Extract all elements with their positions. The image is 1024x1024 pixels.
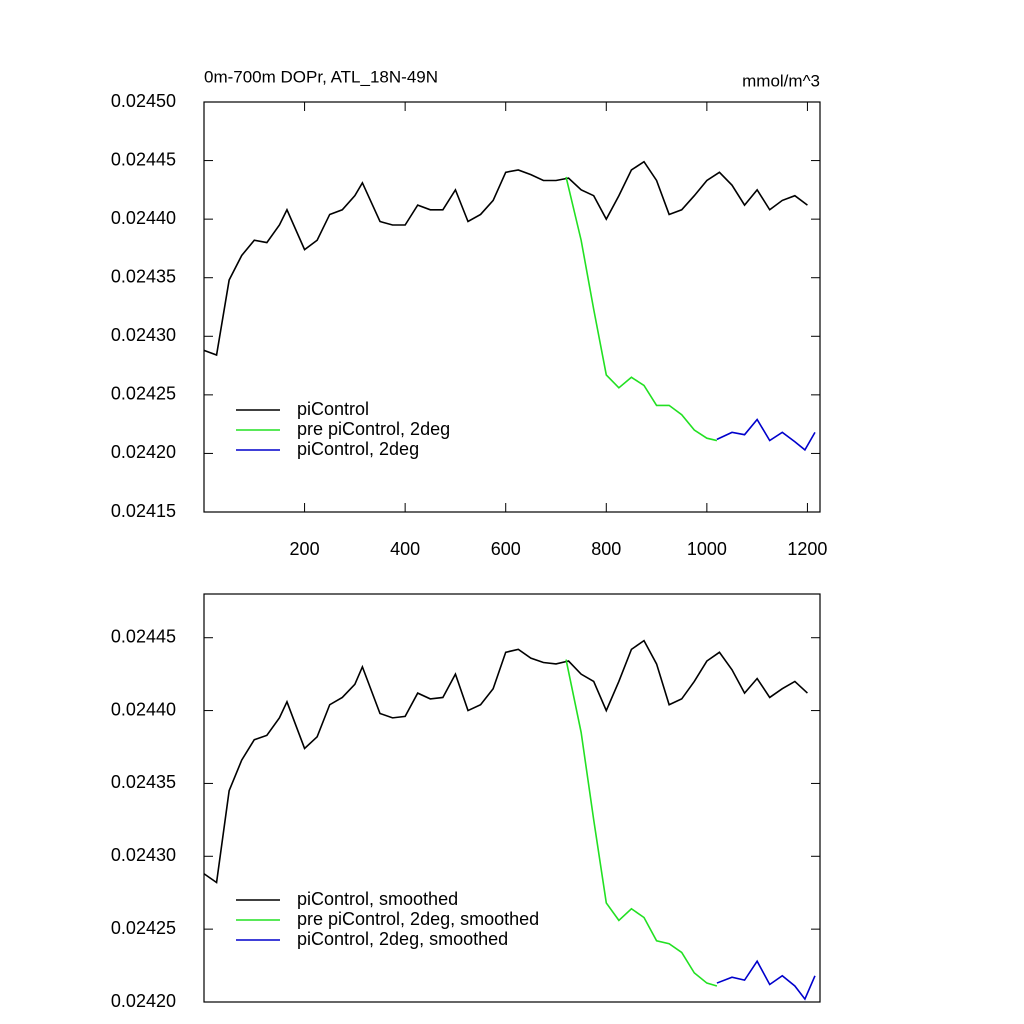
x-tick-label: 600 bbox=[491, 539, 521, 559]
y-tick-label: 0.02435 bbox=[111, 772, 176, 792]
data-line bbox=[203, 160, 808, 357]
legend-label: pre piControl, 2deg bbox=[297, 419, 450, 439]
y-tick-label: 0.02420 bbox=[111, 442, 176, 462]
y-tick-label: 0.02415 bbox=[111, 501, 176, 521]
legend-label: pre piControl, 2deg, smoothed bbox=[297, 909, 539, 929]
x-tick-label: 1000 bbox=[687, 539, 727, 559]
y-tick-label: 0.02445 bbox=[111, 149, 176, 169]
data-line bbox=[716, 959, 816, 1001]
legend-label: piControl bbox=[297, 399, 369, 419]
legend-label: piControl, 2deg bbox=[297, 439, 419, 459]
x-tick-label: 400 bbox=[390, 539, 420, 559]
data-line bbox=[565, 659, 718, 987]
y-tick-label: 0.02435 bbox=[111, 266, 176, 286]
y-tick-label: 0.02445 bbox=[111, 626, 176, 646]
y-tick-label: 0.02430 bbox=[111, 325, 176, 345]
legend-label: piControl, smoothed bbox=[297, 889, 458, 909]
legend-label: piControl, 2deg, smoothed bbox=[297, 929, 508, 949]
x-tick-label: 200 bbox=[290, 539, 320, 559]
y-tick-label: 0.02425 bbox=[111, 384, 176, 404]
plot-frame bbox=[203, 101, 821, 513]
y-tick-label: 0.02430 bbox=[111, 845, 176, 865]
y-tick-label: 0.02450 bbox=[111, 91, 176, 111]
y-tick-label: 0.02440 bbox=[111, 208, 176, 228]
y-tick-label: 0.02425 bbox=[111, 918, 176, 938]
units-label: mmol/m^3 bbox=[742, 71, 820, 90]
y-tick-label: 0.02420 bbox=[111, 991, 176, 1011]
data-line bbox=[716, 418, 816, 452]
chart-title: 0m-700m DOPr, ATL_18N-49N bbox=[204, 67, 438, 86]
plot-frame bbox=[203, 593, 821, 1003]
data-line bbox=[565, 176, 718, 442]
data-line bbox=[203, 639, 808, 884]
x-tick-label: 1200 bbox=[787, 539, 827, 559]
x-tick-label: 800 bbox=[591, 539, 621, 559]
y-tick-label: 0.02440 bbox=[111, 699, 176, 719]
